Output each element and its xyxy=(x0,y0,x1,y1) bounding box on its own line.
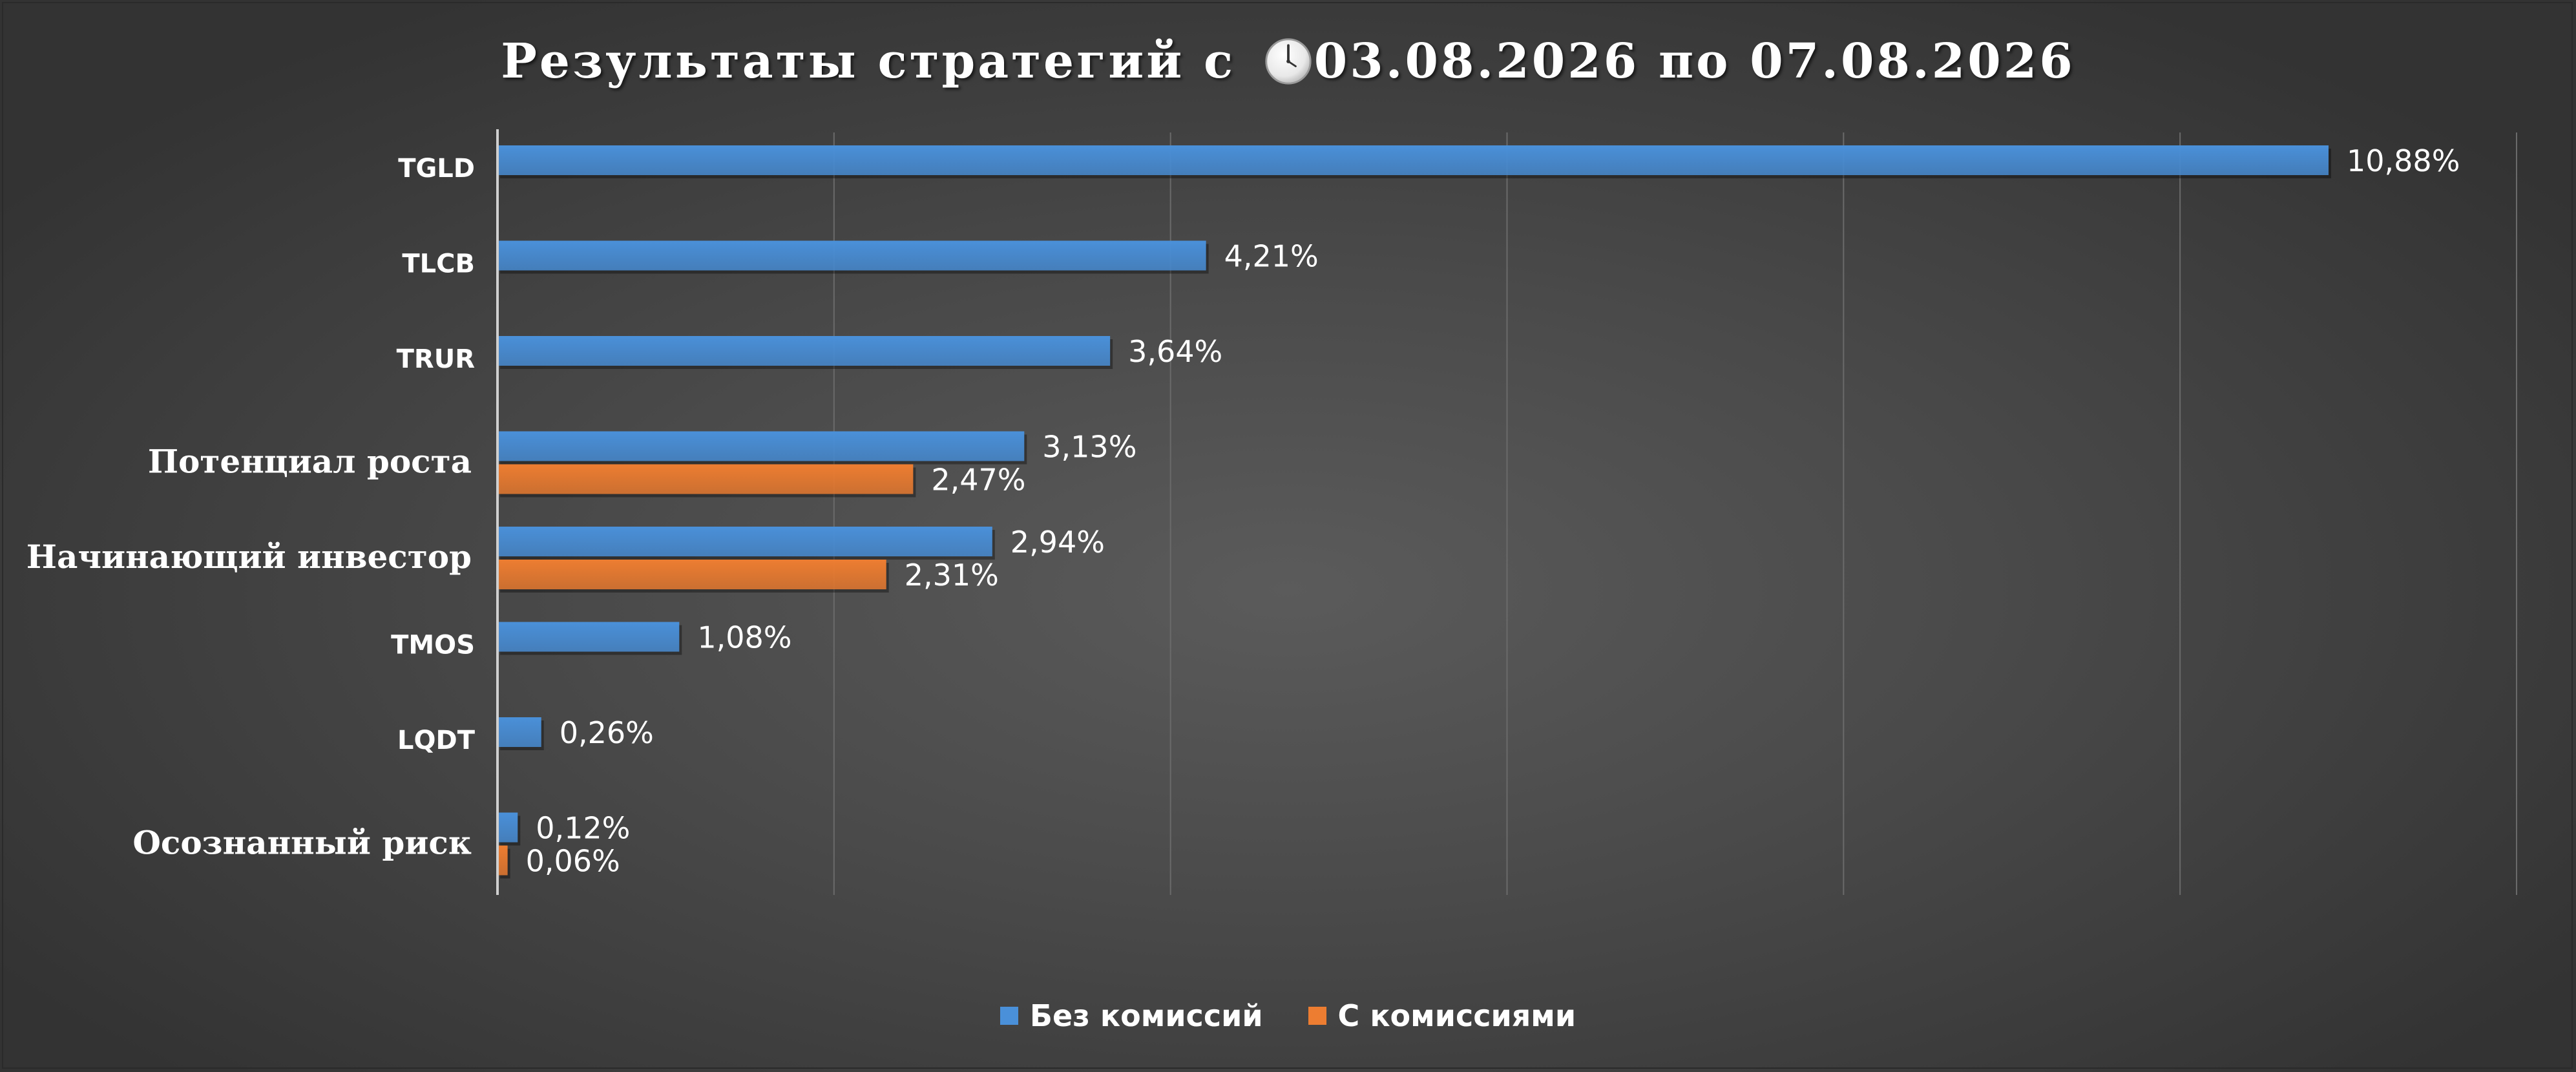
data-label: 1,08% xyxy=(697,620,791,655)
title-date-from: 03.08.2026 xyxy=(1314,34,1640,89)
bar-no-commission[interactable] xyxy=(497,527,992,556)
title-prefix: Результаты стратегий с xyxy=(501,34,1255,89)
category-label: Осознанный риск xyxy=(132,824,472,862)
category-label: TLCB xyxy=(402,249,475,279)
value-labels: 10,88% 4,21% 3,64% 3,13% 2,47% 2,94% 2,31% 1,08… xyxy=(526,143,2460,879)
chart-title: Результаты стратегий с 03.08.2026 по 07.… xyxy=(0,34,2576,89)
legend: Без комиссий С комиссиями xyxy=(0,998,2576,1033)
data-label: 2,47% xyxy=(931,463,1025,498)
bars xyxy=(497,145,2331,879)
legend-item-series-1[interactable]: Без комиссий xyxy=(1000,998,1263,1033)
category-label: Потенциал роста xyxy=(148,443,472,481)
title-middle: по xyxy=(1639,34,1750,89)
legend-swatch-series-1 xyxy=(1000,1007,1018,1025)
bar-with-commission[interactable] xyxy=(497,560,886,589)
bar-no-commission[interactable] xyxy=(497,240,1206,271)
bar-with-commission[interactable] xyxy=(497,845,508,876)
title-date-to: 07.08.2026 xyxy=(1750,34,2075,89)
category-label: Начинающий инвестор xyxy=(26,538,472,576)
bar-with-commission[interactable] xyxy=(497,464,914,494)
bar-no-commission[interactable] xyxy=(497,812,518,843)
legend-label-series-2: С комиссиями xyxy=(1337,998,1576,1033)
bar-no-commission[interactable] xyxy=(497,717,541,747)
legend-swatch-series-2 xyxy=(1308,1007,1326,1025)
clock-icon xyxy=(1265,38,1312,85)
legend-item-series-2[interactable]: С комиссиями xyxy=(1308,998,1576,1033)
bar-no-commission[interactable] xyxy=(497,336,1111,366)
category-label: TRUR xyxy=(397,344,475,374)
data-label: 4,21% xyxy=(1224,239,1319,274)
data-label: 2,94% xyxy=(1011,525,1105,560)
data-label: 3,64% xyxy=(1128,334,1222,369)
legend-label-series-1: Без комиссий xyxy=(1029,998,1263,1033)
data-label: 10,88% xyxy=(2347,143,2460,178)
bar-no-commission[interactable] xyxy=(497,145,2329,175)
category-label: LQDT xyxy=(397,726,476,755)
bar-no-commission[interactable] xyxy=(497,431,1025,461)
data-label: 0,06% xyxy=(526,844,620,879)
category-labels: TGLD TLCB TRUR Потенциал роста Начинающий ин… xyxy=(26,154,476,862)
data-label: 0,26% xyxy=(560,715,654,750)
data-label: 3,13% xyxy=(1042,430,1136,465)
data-label: 2,31% xyxy=(905,558,999,593)
category-label: TMOS xyxy=(391,631,475,660)
bar-no-commission[interactable] xyxy=(497,622,680,652)
category-label: TGLD xyxy=(398,154,475,184)
data-label: 0,12% xyxy=(536,811,630,846)
